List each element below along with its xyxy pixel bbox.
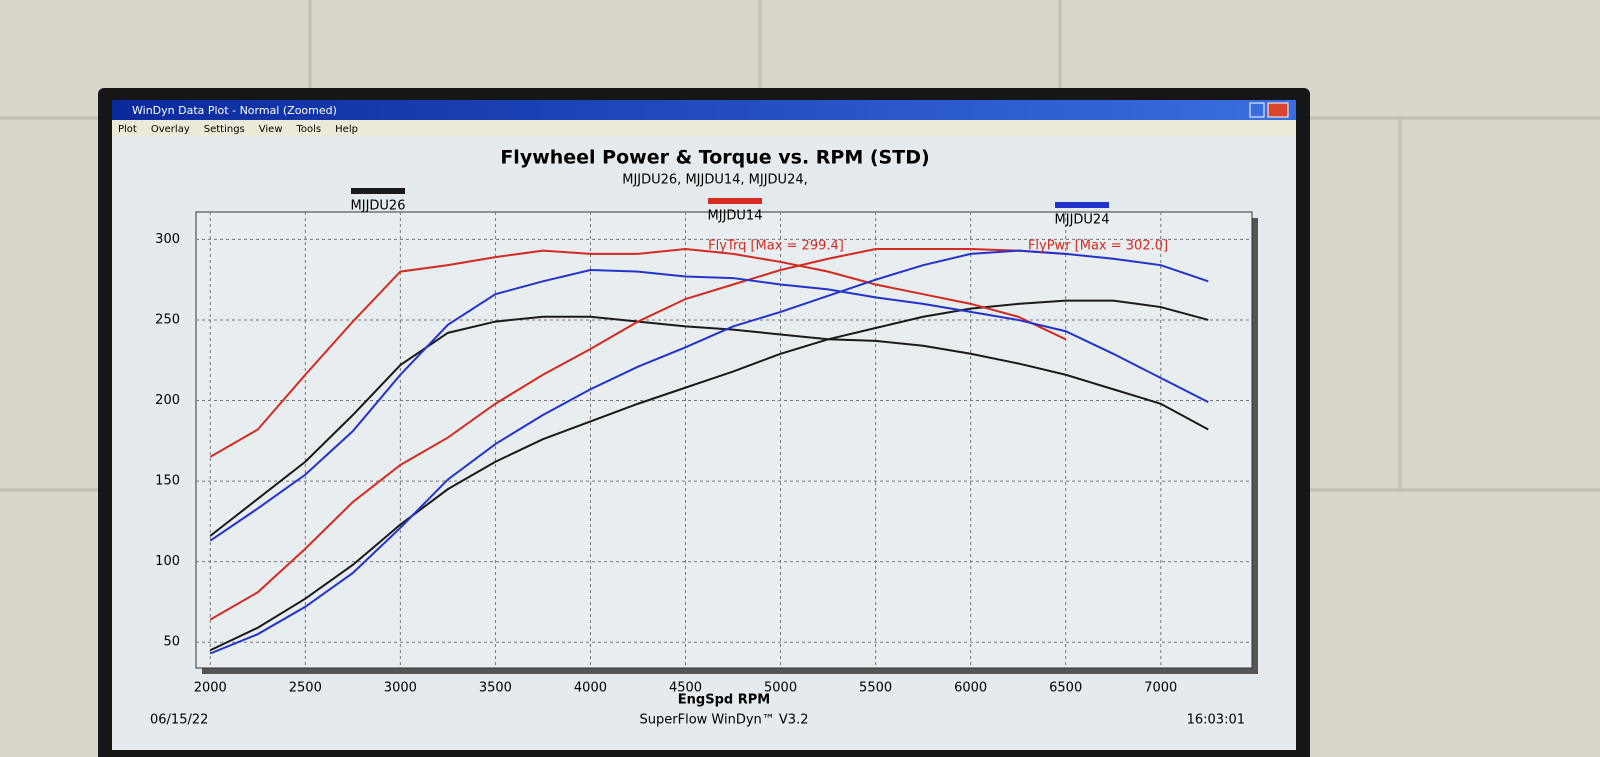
x-tick-label: 4500 [669, 681, 702, 696]
legend-label: MJJDU26 [351, 199, 406, 214]
power-line [209, 249, 1209, 655]
x-tick-label: 2000 [194, 681, 227, 696]
torque-line [209, 248, 1067, 458]
legend-label: MJJDU14 [708, 209, 763, 224]
y-tick-label: 50 [163, 635, 180, 650]
y-tick-label: 150 [155, 474, 180, 489]
x-tick-label: 5000 [764, 681, 797, 696]
y-tick-label: 200 [155, 393, 180, 408]
menu-item[interactable]: Overlay [151, 124, 190, 135]
x-tick-label: 4000 [574, 681, 607, 696]
menu-bar [112, 120, 1296, 136]
legend-label: MJJDU24 [1055, 213, 1110, 228]
x-tick-label: 3500 [479, 681, 512, 696]
footer-time: 16:03:01 [1187, 713, 1245, 728]
close-button[interactable] [1267, 102, 1289, 118]
menu-item[interactable]: Tools [296, 124, 322, 135]
torque-line [209, 269, 1209, 542]
torque-line [209, 315, 1209, 537]
x-tick-label: 5500 [859, 681, 892, 696]
power-line [209, 299, 1209, 652]
x-tick-label: 7000 [1144, 681, 1177, 696]
x-tick-label: 3000 [384, 681, 417, 696]
plot-area [195, 211, 1253, 669]
x-tick-label: 2500 [289, 681, 322, 696]
y-tick-label: 250 [155, 312, 180, 327]
maximize-button[interactable] [1249, 102, 1265, 118]
power-line [209, 248, 1066, 621]
annotation: FlyPwr [Max = 302.0] [1028, 239, 1168, 254]
title-bar [112, 100, 1296, 120]
menu-item[interactable]: Plot [118, 124, 137, 135]
x-tick-label: 6500 [1049, 681, 1082, 696]
footer-date: 06/15/22 [150, 713, 208, 728]
legend-swatch [1055, 202, 1109, 208]
window-title: WinDyn Data Plot - Normal (Zoomed) [132, 104, 337, 117]
menu-item[interactable]: Settings [204, 124, 245, 135]
legend-swatch [351, 188, 405, 194]
x-axis-label: EngSpd RPM [678, 693, 770, 708]
y-tick-label: 100 [155, 554, 180, 569]
menu-item[interactable]: View [259, 124, 283, 135]
y-tick-label: 300 [155, 232, 180, 247]
legend-swatch [708, 198, 762, 204]
chart-subtitle: MJJDU26, MJJDU14, MJJDU24, [622, 173, 808, 188]
x-tick-label: 6000 [954, 681, 987, 696]
menu-item[interactable]: Help [335, 124, 358, 135]
footer-center: SuperFlow WinDyn™ V3.2 [640, 713, 809, 728]
menu: Plot Overlay Settings View Tools Help [118, 124, 358, 135]
chart-title: Flywheel Power & Torque vs. RPM (STD) [500, 147, 929, 169]
annotation: FlyTrq [Max = 299.4] [708, 239, 844, 254]
